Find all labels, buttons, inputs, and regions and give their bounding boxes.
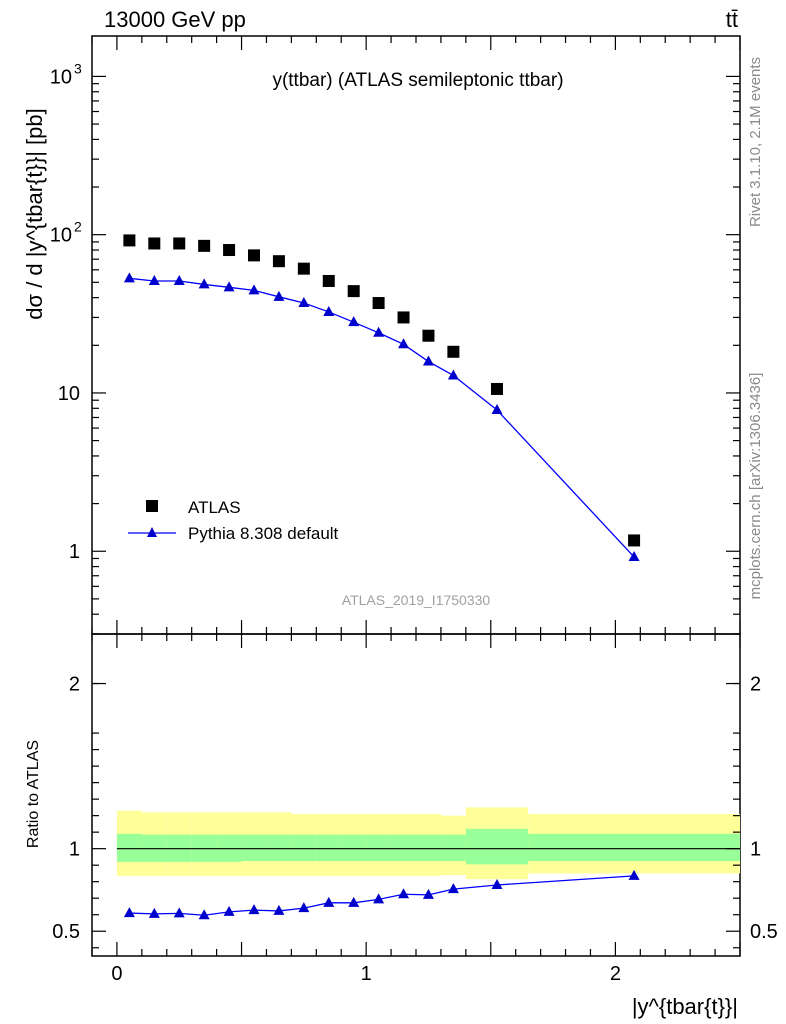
pythia-ratio-marker [422, 888, 434, 899]
pythia-ratio-marker [373, 893, 385, 904]
data-marks [123, 234, 641, 920]
pythia-marker [373, 326, 385, 337]
mcplots-info: mcplots.cern.ch [arXiv:1306.3436] [747, 373, 764, 600]
pythia-ratio-marker [628, 869, 640, 880]
pythia-ratio-marker [298, 902, 310, 913]
y-tick-label-main: 10 [50, 66, 72, 88]
pythia-marker [348, 316, 360, 327]
pythia-marker [123, 272, 135, 283]
atlas-data-point [272, 255, 285, 268]
legend-pythia-marker [147, 527, 157, 537]
ratio-y-axis-label: Ratio to ATLAS [25, 740, 42, 848]
atlas-data-point [198, 239, 211, 252]
ratio-uncertainty-bands [116, 807, 740, 880]
pythia-ratio-marker [491, 878, 503, 889]
x-tick-label: 1 [361, 963, 372, 985]
pythia-ratio-marker [173, 907, 185, 918]
atlas-data-point [372, 297, 385, 310]
pythia-marker [198, 278, 210, 289]
y-tick-label-ratio-right: 1 [750, 839, 761, 861]
pythia-ratio-marker [148, 907, 160, 918]
atlas-data-point [347, 285, 360, 298]
y-tick-label-ratio-left: 0.5 [52, 921, 80, 943]
y-tick-label-main: 10 [50, 225, 72, 247]
y-tick-label-main: 10 [58, 383, 80, 405]
y-tick-label-exponent: 3 [74, 60, 82, 76]
pythia-ratio-marker [248, 904, 260, 915]
ratio-band-inner [366, 834, 392, 862]
process-label: tt̄ [726, 7, 738, 32]
atlas-data-point [628, 534, 641, 547]
ratio-band-inner [528, 833, 740, 862]
y-tick-label-ratio-right: 2 [750, 674, 761, 696]
atlas-data-point [123, 234, 136, 247]
atlas-data-point [297, 262, 310, 275]
y-tick-label-main: 1 [69, 541, 80, 563]
ratio-band-inner [391, 834, 416, 862]
main-plot-frame [91, 35, 741, 635]
ratio-band-inner [416, 834, 441, 862]
pythia-ratio-marker [398, 888, 410, 899]
pythia-line [129, 277, 635, 558]
x-tick-label: 0 [111, 963, 122, 985]
atlas-data-point [173, 237, 186, 250]
ratio-band-inner [465, 828, 529, 865]
ratio-band-inner [116, 833, 142, 862]
ratio-plot-frame [91, 633, 741, 957]
atlas-data-point [422, 329, 435, 342]
pythia-ratio-marker [348, 896, 360, 907]
pythia-marker [273, 290, 285, 301]
pythia-marker [422, 355, 434, 366]
pythia-ratio-marker [447, 883, 459, 894]
pythia-marker [447, 369, 459, 380]
y-tick-label-exponent: 2 [74, 219, 82, 235]
pythia-ratio-marker [198, 909, 210, 920]
legend-atlas-label: ATLAS [188, 498, 241, 517]
pythia-ratio-marker [123, 907, 135, 918]
beam-label: 13000 GeV pp [104, 7, 246, 32]
pythia-ratio-marker [223, 905, 235, 916]
x-tick-label: 2 [610, 963, 621, 985]
y-tick-label-ratio-right: 0.5 [750, 921, 778, 943]
atlas-data-point [223, 244, 236, 257]
ratio-band-inner [341, 834, 367, 862]
legend-pythia-label: Pythia 8.308 default [188, 524, 339, 543]
pythia-marker [628, 550, 640, 561]
ratio-band-inner [291, 834, 317, 862]
pythia-marker [323, 305, 335, 316]
ratio-band-inner [266, 834, 292, 862]
pythia-marker [223, 281, 235, 292]
ratio-band-inner [316, 834, 342, 862]
legend: ATLAS Pythia 8.308 default [128, 498, 339, 543]
pythia-marker [298, 297, 310, 308]
pythia-marker [491, 404, 503, 415]
analysis-watermark: ATLAS_2019_I1750330 [342, 592, 491, 608]
pythia-marker [248, 284, 260, 295]
atlas-data-point [447, 345, 460, 358]
rivet-info: Rivet 3.1.10, 2.1M events [747, 57, 764, 227]
plot-title: y(ttbar) (ATLAS semileptonic ttbar) [272, 70, 563, 91]
pythia-marker [398, 338, 410, 349]
pythia-marker [173, 274, 185, 285]
atlas-data-point [397, 311, 410, 324]
x-axis-label: |y^{tbar{t}}| [632, 994, 738, 1019]
ratio-band-inner [440, 834, 466, 862]
y-tick-label-ratio-left: 2 [69, 674, 80, 696]
atlas-data-point [148, 237, 161, 250]
ratio-band-inner [241, 834, 267, 862]
atlas-data-point [491, 382, 503, 395]
main-y-axis-label: dσ / d |y^{tbar{t}}| [pb] [22, 108, 47, 319]
pythia-ratio-line [129, 875, 635, 916]
atlas-data-point [248, 249, 260, 262]
legend-atlas-marker [146, 500, 158, 512]
y-tick-label-ratio-left: 1 [69, 839, 80, 861]
pythia-ratio-marker [273, 904, 285, 915]
pythia-marker [148, 274, 160, 285]
atlas-data-point [322, 274, 335, 287]
pythia-ratio-marker [323, 896, 335, 907]
